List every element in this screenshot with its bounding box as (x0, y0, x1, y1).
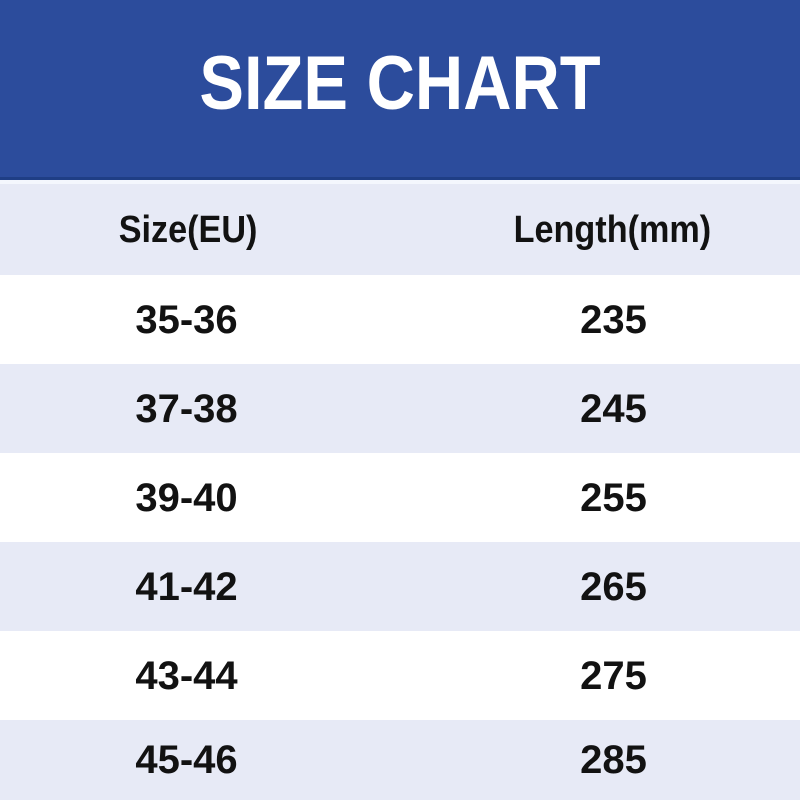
length-cell: 255 (580, 475, 647, 520)
size-chart-table: Size(EU) Length(mm) 35-36 235 37-38 245 … (0, 180, 800, 800)
length-cell: 265 (580, 564, 647, 609)
title-banner: SIZE CHART (0, 0, 800, 180)
size-cell: 41-42 (135, 564, 238, 609)
size-cell: 35-36 (135, 297, 238, 342)
table-row: 43-44 275 (0, 631, 800, 720)
size-cell: 37-38 (135, 386, 238, 431)
size-cell: 43-44 (135, 653, 238, 698)
table-row: 41-42 265 (0, 542, 800, 631)
table-header-row: Size(EU) Length(mm) (0, 180, 800, 275)
length-cell: 235 (580, 297, 647, 342)
column-header-length-mm: Length(mm) (513, 208, 712, 251)
table-row: 37-38 245 (0, 364, 800, 453)
length-cell: 285 (580, 738, 647, 782)
table-row: 39-40 255 (0, 453, 800, 542)
table-row: 35-36 235 (0, 275, 800, 364)
column-header-size-eu: Size(EU) (118, 208, 258, 251)
page-title: SIZE CHART (199, 40, 601, 126)
length-cell: 275 (580, 653, 647, 698)
table-row: 45-46 285 (0, 720, 800, 800)
size-cell: 45-46 (135, 738, 238, 782)
length-cell: 245 (580, 386, 647, 431)
size-cell: 39-40 (135, 475, 238, 520)
